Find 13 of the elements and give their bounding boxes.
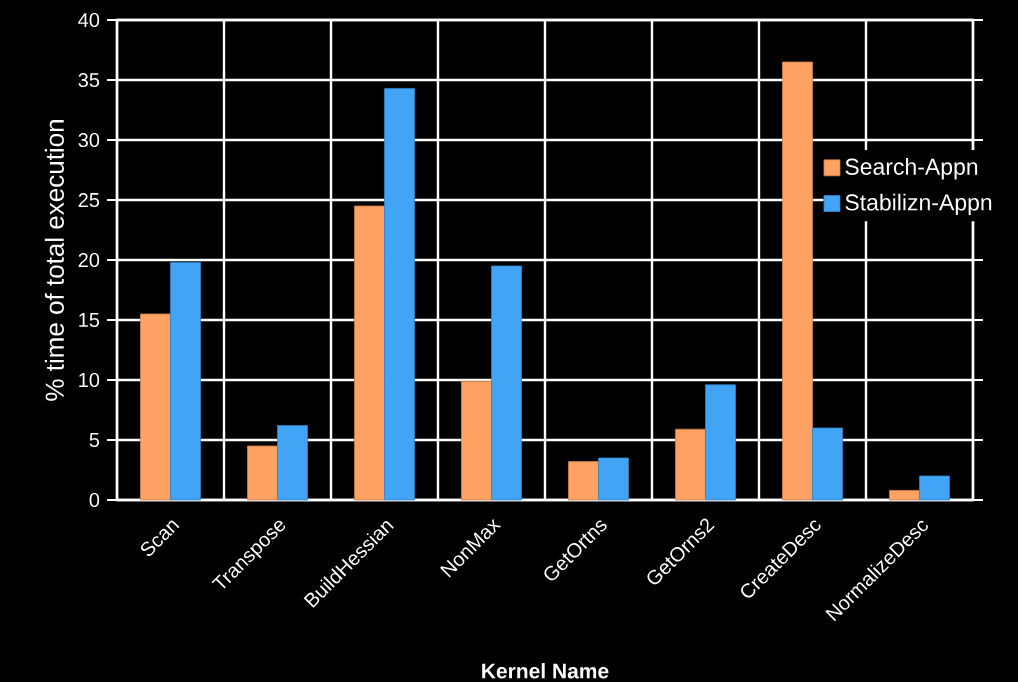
y-tick-label: 5 (89, 433, 100, 447)
legend-label: Stabilizn-Appn (845, 193, 992, 216)
y-tick-label: 0 (89, 492, 100, 508)
y-tick-label: 25 (78, 192, 100, 208)
y-tick-label: 20 (78, 252, 100, 268)
y-tick-label: 40 (78, 12, 100, 28)
y-tick-label: 30 (78, 132, 100, 148)
y-axis-title: % time of total execution (44, 120, 64, 401)
y-tick-label: 15 (79, 313, 100, 327)
y-tick-label: 35 (78, 72, 100, 88)
legend-label: Search-Appn (845, 158, 978, 180)
x-axis-title: Kernel Name (482, 663, 609, 679)
y-tick-label: 10 (79, 372, 100, 388)
